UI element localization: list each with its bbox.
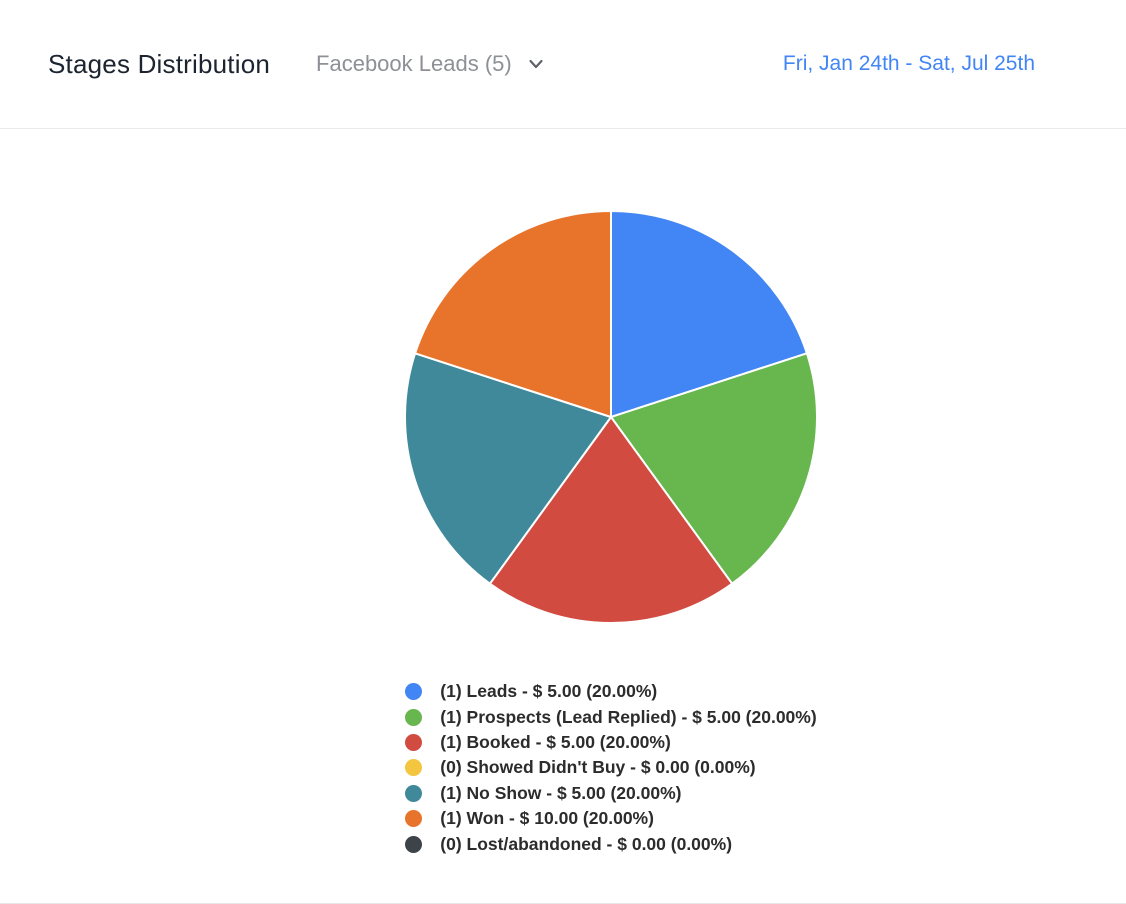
legend-swatch-icon xyxy=(405,835,423,853)
legend-item-label: (0) Showed Didn't Buy - $ 0.00 (0.00%) xyxy=(440,757,756,778)
legend-item-label: (1) Leads - $ 5.00 (20.00%) xyxy=(440,681,658,702)
legend-item-prospects-lead-replied[interactable]: (1) Prospects (Lead Replied) - $ 5.00 (2… xyxy=(405,704,817,729)
chart-legend: (1) Leads - $ 5.00 (20.00%) (1) Prospects… xyxy=(405,679,817,857)
legend-swatch-icon xyxy=(405,784,423,802)
legend-item-no-show[interactable]: (1) No Show - $ 5.00 (20.00%) xyxy=(405,781,816,806)
pie-slice-leads[interactable] xyxy=(610,210,808,418)
legend-item-label: (1) Booked - $ 5.00 (20.00%) xyxy=(440,731,671,752)
legend-item-label: (1) No Show - $ 5.00 (20.00%) xyxy=(440,782,682,803)
legend-item-booked[interactable]: (1) Booked - $ 5.00 (20.00%) xyxy=(405,730,816,755)
pie-slice-no-show[interactable] xyxy=(404,352,612,585)
card-header: Stages Distribution Facebook Leads (5) F… xyxy=(0,0,1126,129)
legend-item-won[interactable]: (1) Won - $ 10.00 (20.00%) xyxy=(405,806,816,831)
legend-item-label: (0) Lost/abandoned - $ 0.00 (0.00%) xyxy=(440,833,733,854)
legend-swatch-icon xyxy=(405,810,423,828)
chevron-down-icon xyxy=(527,55,545,73)
pipeline-filter-label: Facebook Leads (5) xyxy=(316,51,512,76)
legend-item-lost-abandoned[interactable]: (0) Lost/abandoned - $ 0.00 (0.00%) xyxy=(405,831,816,856)
legend-swatch-icon xyxy=(405,733,423,751)
pie-chart xyxy=(404,210,818,624)
legend-item-label: (1) Won - $ 10.00 (20.00%) xyxy=(440,808,654,829)
legend-swatch-icon xyxy=(405,683,423,701)
legend-swatch-icon xyxy=(405,708,423,726)
pie-slice-booked[interactable] xyxy=(488,416,734,624)
date-range-picker[interactable]: Fri, Jan 24th - Sat, Jul 25th xyxy=(782,52,1035,75)
legend-item-leads[interactable]: (1) Leads - $ 5.00 (20.00%) xyxy=(405,679,816,704)
pie-slice-prospects-lead-replied[interactable] xyxy=(610,352,818,585)
pie-slice-won[interactable] xyxy=(414,210,612,418)
legend-item-label: (1) Prospects (Lead Replied) - $ 5.00 (2… xyxy=(440,706,817,727)
card-body: (1) Leads - $ 5.00 (20.00%) (1) Prospects… xyxy=(0,129,1126,903)
chart-column: (1) Leads - $ 5.00 (20.00%) (1) Prospects… xyxy=(401,207,821,857)
legend-swatch-icon xyxy=(405,759,423,777)
page-title: Stages Distribution xyxy=(48,48,271,79)
legend-item-showed-didn-t-buy[interactable]: (0) Showed Didn't Buy - $ 0.00 (0.00%) xyxy=(405,755,816,780)
pipeline-filter-dropdown[interactable]: Facebook Leads (5) xyxy=(316,51,545,77)
